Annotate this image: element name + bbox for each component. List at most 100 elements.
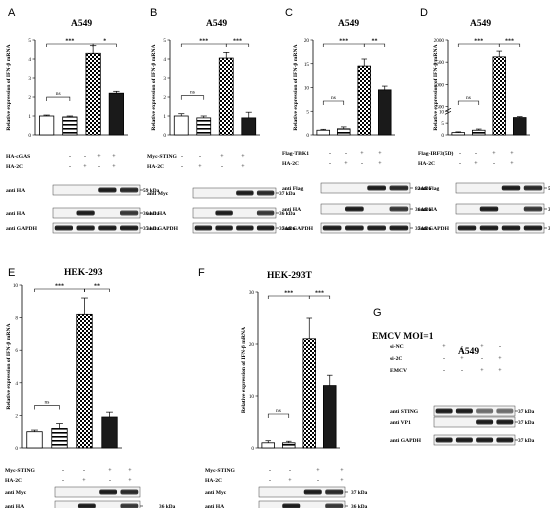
panel-g-row-label: si-2C: [390, 356, 402, 362]
panel-f-tick-label: 10: [249, 394, 255, 400]
panel-f-title: HEK-293T: [267, 271, 312, 281]
panel-g-row-sign: -: [461, 368, 463, 374]
panel-c-blot-band: [389, 225, 409, 231]
panel-c-bar-1: [316, 129, 331, 136]
panel-a-row-sign: -: [69, 164, 71, 170]
panel-c-blot-label: anti GAPDH: [282, 226, 314, 232]
panel-e-row-sign: +: [128, 468, 132, 474]
panel-b-tick-label: 3: [163, 76, 166, 82]
panel-c-blot-band: [345, 206, 364, 212]
panel-d-blot-band: [479, 225, 499, 231]
panel-b-row-sign: +: [241, 164, 245, 170]
panel-e-ns-bracket: [34, 405, 60, 410]
panel-g-blot-band: [476, 408, 494, 414]
panel-e-tick-label: 6: [15, 348, 18, 354]
panel-a-blot-band: [119, 225, 139, 231]
panel-c-ns-bracket: [322, 100, 345, 105]
panel-e-sig-label-1: ***: [55, 284, 64, 290]
panel-a-ns-label: ns: [56, 91, 61, 97]
panel-e-tick-label: 4: [15, 381, 18, 387]
panel-g-row-sign: +: [480, 344, 484, 350]
panel-a-tick-label: 1: [28, 114, 31, 120]
panel-f-sig-label-1: ***: [284, 291, 293, 297]
panel-c-row-sign: +: [344, 161, 348, 167]
panel-d-blot-band: [457, 225, 477, 231]
panel-a-ns-bracket: [46, 96, 71, 102]
panel-b-sig-bracket-2: [225, 43, 250, 47]
panel-a-row-label: HA-2C: [6, 164, 23, 170]
panel-d-tick-label: 1500: [434, 60, 445, 66]
panel-a-ylabel: Relative expression of IFN-β mRNA: [6, 44, 12, 130]
panel-b-tick-label: 2: [163, 95, 166, 101]
panel-c-blot-label: anti Flag: [282, 186, 303, 192]
panel-letter-a: A: [8, 7, 16, 19]
panel-b-blot-band: [194, 225, 213, 231]
panel-e-row-label: HA-2C: [5, 478, 22, 484]
panel-b-row-sign: -: [181, 164, 183, 170]
panel-d-row-label: Flag-IRF3(5D): [418, 150, 454, 157]
panel-e-blot-band: [120, 503, 139, 508]
panel-d-blot-band: [501, 225, 521, 231]
panel-f-blot-label: anti Myc: [205, 490, 227, 496]
panel-c-row-label: HA-2C: [282, 161, 299, 167]
panel-d-tick-label: 0: [441, 133, 444, 139]
panel-b-blot-label: anti HA: [147, 211, 166, 217]
panel-d-tick-label: 500: [436, 105, 444, 111]
panel-b-bar-2: [196, 117, 212, 136]
panel-e-blot-band: [99, 489, 118, 495]
panel-f-kda-label: 36 kDa: [351, 504, 368, 508]
panel-f-row-label: Myc-STING: [205, 468, 235, 474]
panel-c-tick-label: 5: [306, 109, 309, 115]
panel-g-blot-band: [455, 408, 473, 414]
panel-d-ns-label: ns: [466, 95, 471, 101]
panel-d-row-sign: -: [493, 161, 495, 167]
panel-b-sig-label-1: ***: [199, 39, 208, 45]
panel-g-blot-label: anti STING: [390, 409, 419, 415]
panel-a-row-sign: +: [112, 164, 116, 170]
panel-e-blot-label: anti Myc: [5, 490, 27, 496]
panel-e-row-sign: -: [62, 478, 64, 484]
panel-b-blot-band: [236, 225, 254, 231]
panel-e-tick-label: 10: [13, 283, 19, 289]
panel-f-row-sign: +: [340, 468, 344, 474]
panel-a-tick-label: 2: [28, 95, 31, 101]
panel-c-sig-label-2: **: [372, 39, 378, 45]
panel-a-tick-label: 0: [28, 133, 31, 139]
panel-b-tick-label: 4: [163, 57, 166, 63]
panel-c-sig-bracket-2: [363, 43, 386, 47]
panel-f-bar-1: [261, 442, 276, 449]
panel-d-tick-label: 10: [439, 109, 445, 115]
panel-d-tick-label: 2000: [434, 38, 445, 44]
panel-b-row-sign: +: [241, 154, 245, 160]
panel-g-row-sign: +: [442, 344, 446, 350]
panel-d-blot-label: anti HA: [418, 207, 437, 213]
panel-e-kda-label: 36 kDa: [159, 504, 176, 508]
panel-g-row-label: si-NC: [390, 344, 404, 350]
panel-e-row-sign: -: [62, 468, 64, 474]
panel-c-blot-band: [322, 225, 342, 231]
panel-e-sig-bracket-2: [84, 288, 110, 292]
panel-d-blot-band: [501, 185, 521, 191]
panel-g-blot-label: anti VP1: [390, 420, 411, 426]
panel-a-row-sign: -: [69, 154, 71, 160]
panel-c-row-sign: -: [361, 161, 363, 167]
panel-e-blot-label: anti HA: [5, 504, 24, 508]
panel-g-title: A549: [458, 347, 480, 357]
panel-letter-b: B: [150, 7, 158, 19]
panel-a-kda-label: 36 kDa: [143, 211, 160, 217]
panel-g-kda-label: 37 kDa: [518, 420, 535, 426]
panel-a-sig-label-1: ***: [65, 39, 74, 45]
panel-c-row-sign: -: [329, 151, 331, 157]
panel-c-row-sign: -: [329, 161, 331, 167]
panel-b-blot-band: [215, 225, 233, 231]
panel-d-axis-break: [444, 108, 452, 115]
panel-d-blot-label: anti GAPDH: [418, 226, 450, 232]
panel-f-row-sign: +: [288, 478, 292, 484]
panel-c-title: A549: [338, 19, 360, 29]
panel-e-tick-label: 8: [15, 316, 18, 322]
panel-f-bar-2: [281, 442, 296, 449]
panel-a-blot-band: [54, 225, 74, 231]
panel-c-blot-band: [389, 185, 409, 191]
panel-e-row-label: Myc-STING: [5, 468, 35, 474]
panel-a-blot-band: [98, 225, 117, 231]
